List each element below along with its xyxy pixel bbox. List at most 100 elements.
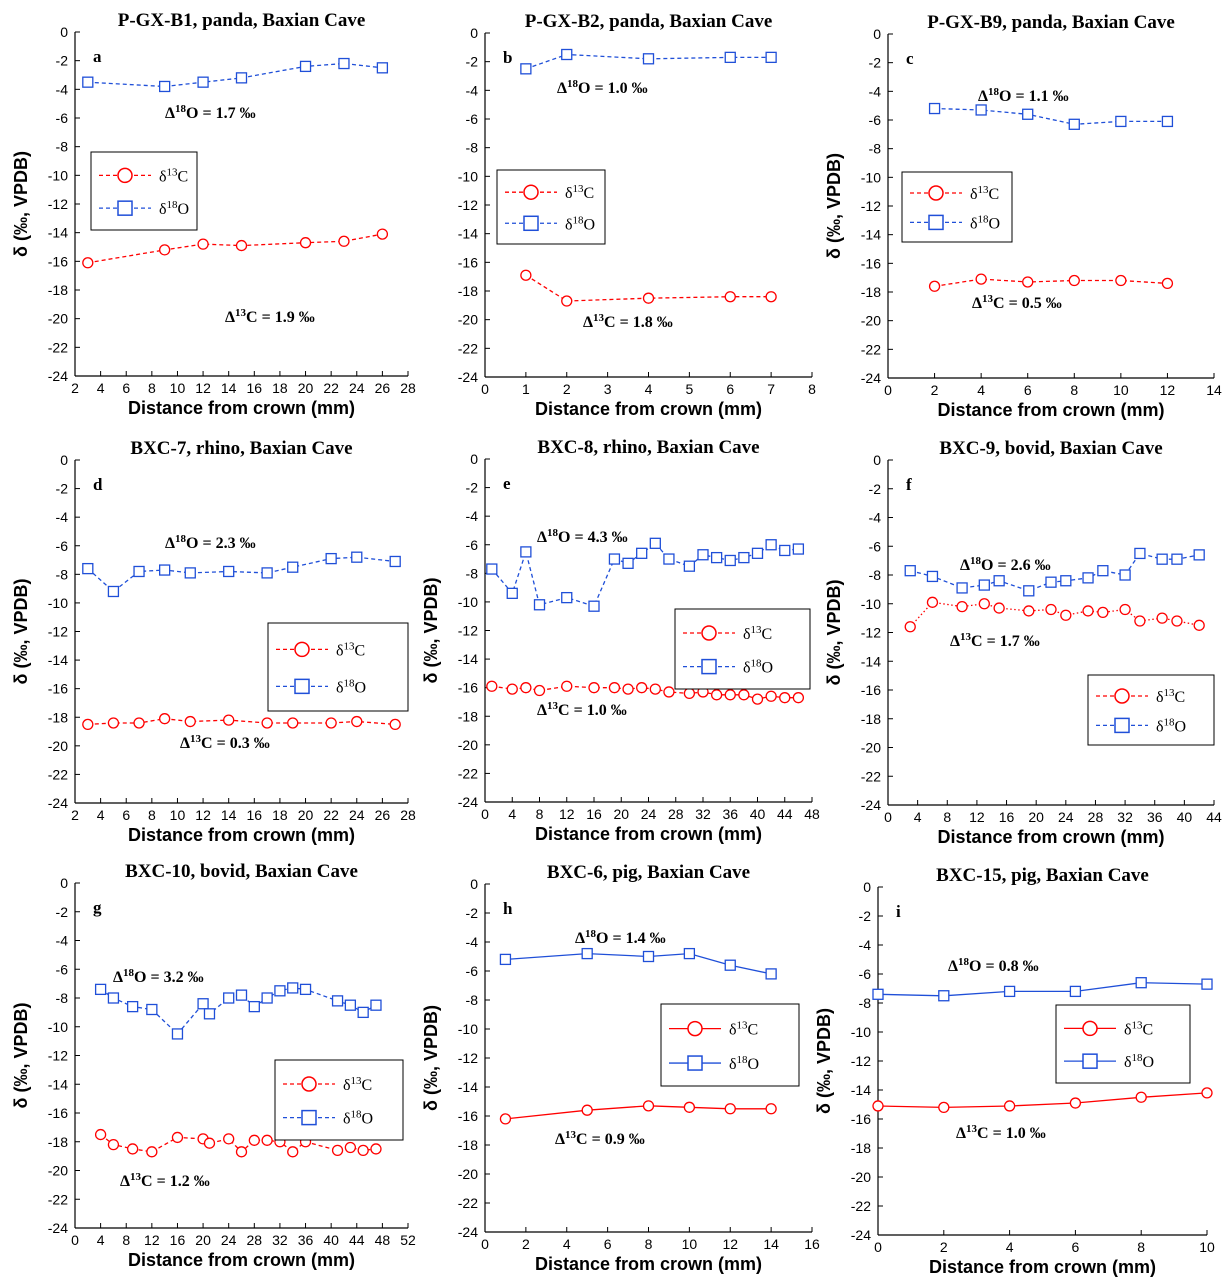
d13c-point: [223, 714, 235, 726]
d13c-point: [926, 596, 939, 608]
x-tick-label: 40: [323, 1232, 339, 1248]
d18o-point: [928, 102, 941, 115]
d13c-point: [1097, 606, 1109, 619]
d18o-point: [683, 947, 696, 960]
y-tick-label: -16: [48, 681, 68, 697]
y-tick-label: -20: [851, 1169, 871, 1185]
d13c-point: [765, 1103, 777, 1115]
x-tick-label: 8: [1137, 1239, 1145, 1255]
x-tick-label: 4: [508, 806, 516, 822]
x-tick-label: 6: [122, 807, 130, 823]
x-tick-label: 8: [645, 1236, 653, 1252]
x-tick-label: 8: [943, 809, 951, 825]
x-tick-label: 28: [1088, 809, 1104, 825]
y-axis-label: δ (‰, VPDB): [11, 151, 31, 257]
y-tick-label: -2: [859, 908, 872, 924]
legend-circle-marker: [301, 1076, 317, 1092]
d13c-point: [94, 1128, 107, 1141]
x-tick-label: 24: [349, 380, 365, 396]
d13c-point: [636, 682, 648, 694]
legend-square-marker: [701, 658, 717, 675]
panel-i: BXC-15, pig, Baxian Cave 0 -2 -4 -6 -8 -10 -12 -…: [814, 865, 1215, 1277]
y-tick-label: -6: [56, 961, 69, 977]
y-tick-label: -18: [861, 284, 881, 300]
x-tick-label: 10: [170, 807, 186, 823]
legend-label: δ18O: [1156, 716, 1186, 735]
x-tick-label: 8: [536, 806, 544, 822]
d18o-point: [1119, 569, 1131, 581]
y-tick-label: -18: [458, 1137, 478, 1153]
y-tick-label: -16: [48, 253, 68, 269]
x-tick-label: 14: [1206, 382, 1222, 398]
y-tick-label: -24: [48, 1220, 68, 1236]
d13c-point: [223, 1133, 235, 1145]
legend-label: δ13C: [336, 640, 365, 659]
y-tick-label: -4: [466, 508, 479, 524]
d18o-point: [1135, 977, 1147, 989]
x-tick-label: 48: [804, 806, 820, 822]
y-tick-label: -8: [869, 567, 882, 583]
d18o-point: [978, 579, 990, 591]
legend-square-marker: [928, 214, 944, 231]
x-tick-label: 6: [1072, 1239, 1080, 1255]
y-tick-label: -6: [56, 110, 69, 126]
d18o-point: [1068, 118, 1080, 130]
x-tick-label: 24: [349, 807, 365, 823]
d13c-point: [299, 237, 312, 249]
delta-o-annotation: Δ18O = 2.6 ‰: [960, 555, 1051, 574]
y-tick-label: -8: [869, 141, 882, 157]
d18o-point: [351, 551, 363, 563]
x-tick-label: 2: [940, 1239, 948, 1255]
d18o-point: [274, 985, 286, 997]
legend-box: [267, 622, 409, 712]
d18o-point: [792, 543, 805, 555]
d13c-point: [389, 718, 401, 731]
d18o-point: [376, 62, 389, 74]
d18o-point: [499, 953, 512, 966]
d13c-series-line: [877, 1092, 1208, 1109]
x-tick-label: 18: [272, 807, 288, 823]
x-tick-label: 44: [349, 1232, 365, 1248]
x-tick-label: 4: [97, 1232, 105, 1248]
panel-letter: g: [93, 898, 102, 917]
d13c-point: [765, 291, 777, 303]
x-tick-label: 26: [375, 380, 391, 396]
x-tick-label: 0: [874, 1239, 882, 1255]
d13c-point: [1082, 605, 1094, 617]
d13c-series-line: [505, 1105, 772, 1120]
d18o-point: [223, 992, 235, 1004]
d13c-point: [107, 1138, 120, 1151]
panel-g: BXC-10, bovid, Baxian Cave 0 -2 -4 -6 -8 -10 -1…: [11, 861, 416, 1270]
x-tick-label: 4: [1006, 1239, 1014, 1255]
legend-circle-marker: [701, 625, 717, 641]
y-tick-label: -4: [466, 934, 479, 950]
d18o-point: [506, 587, 518, 599]
delta-o-annotation: Δ18O = 1.1 ‰: [978, 86, 1069, 105]
d13c-point: [338, 235, 350, 247]
y-tick-label: -22: [48, 766, 68, 782]
delta-c-annotation: Δ13C = 1.9 ‰: [225, 307, 315, 326]
legend-box: [901, 171, 1013, 243]
d13c-point: [1156, 612, 1168, 624]
y-tick-label: -22: [48, 1191, 68, 1207]
chart-title: BXC-15, pig, Baxian Cave: [936, 865, 1149, 886]
y-tick-label: -22: [48, 339, 68, 355]
y-tick-label: -2: [466, 54, 479, 70]
y-tick-label: -10: [861, 169, 881, 185]
d13c-point: [287, 717, 299, 729]
d18o-point: [1023, 585, 1035, 597]
x-tick-label: 4: [563, 1236, 571, 1252]
delta-o-annotation: Δ18O = 0.8 ‰: [948, 956, 1039, 975]
d13c-point: [351, 715, 363, 728]
x-tick-label: 22: [323, 380, 339, 396]
d13c-point: [171, 1131, 184, 1144]
x-tick-label: 36: [1147, 809, 1163, 825]
x-tick-label: 8: [148, 380, 156, 396]
chart-title: P-GX-B2, panda, Baxian Cave: [525, 11, 773, 32]
delta-c-annotation: Δ13C = 1.0 ‰: [537, 700, 627, 719]
y-tick-label: -16: [458, 254, 478, 270]
d18o-point: [197, 76, 209, 88]
y-tick-label: -16: [48, 1105, 68, 1121]
d13c-point: [126, 1143, 139, 1155]
